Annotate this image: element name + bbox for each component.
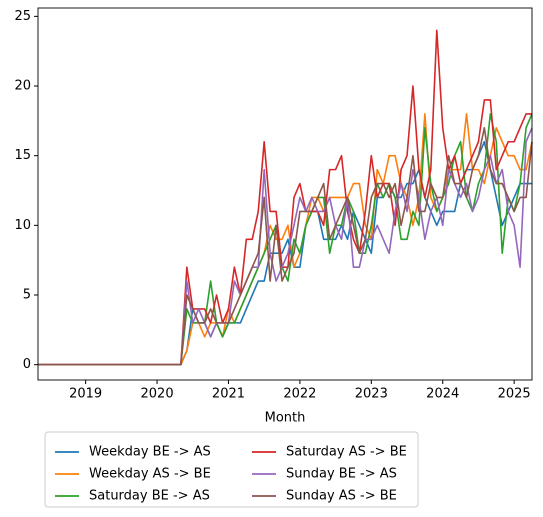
- x-tick-label: 2023: [355, 387, 388, 402]
- y-tick-label: 0: [23, 357, 31, 372]
- x-axis-label: Month: [265, 411, 306, 426]
- x-tick-label: 2019: [69, 387, 102, 402]
- y-tick-label: 5: [23, 288, 31, 303]
- legend-label: Saturday AS -> BE: [286, 445, 407, 460]
- legend-label: Weekday BE -> AS: [89, 445, 211, 460]
- y-tick-label: 10: [14, 218, 31, 233]
- plot-frame: [37, 7, 533, 381]
- x-tick-label: 2020: [141, 387, 174, 402]
- legend-label: Weekday AS -> BE: [89, 467, 211, 482]
- x-tick-label: 2024: [426, 387, 459, 402]
- legend-label: Sunday AS -> BE: [286, 489, 397, 504]
- y-tick-label: 25: [14, 9, 31, 24]
- x-tick-label: 2021: [212, 387, 245, 402]
- legend-label: Sunday BE -> AS: [286, 467, 397, 482]
- series-line: [38, 113, 533, 366]
- x-tick-label: 2022: [283, 387, 316, 402]
- series-line: [38, 140, 532, 366]
- y-tick-label: 20: [14, 79, 31, 94]
- y-tick-label: 15: [14, 148, 31, 163]
- legend-frame: [44, 431, 419, 508]
- series-line: [38, 127, 533, 366]
- legend-label: Saturday BE -> AS: [89, 489, 210, 504]
- series-line: [38, 113, 533, 366]
- x-tick-label: 2025: [498, 387, 531, 402]
- legend: Weekday BE -> AS Weekday AS -> BE Saturday…: [44, 431, 419, 508]
